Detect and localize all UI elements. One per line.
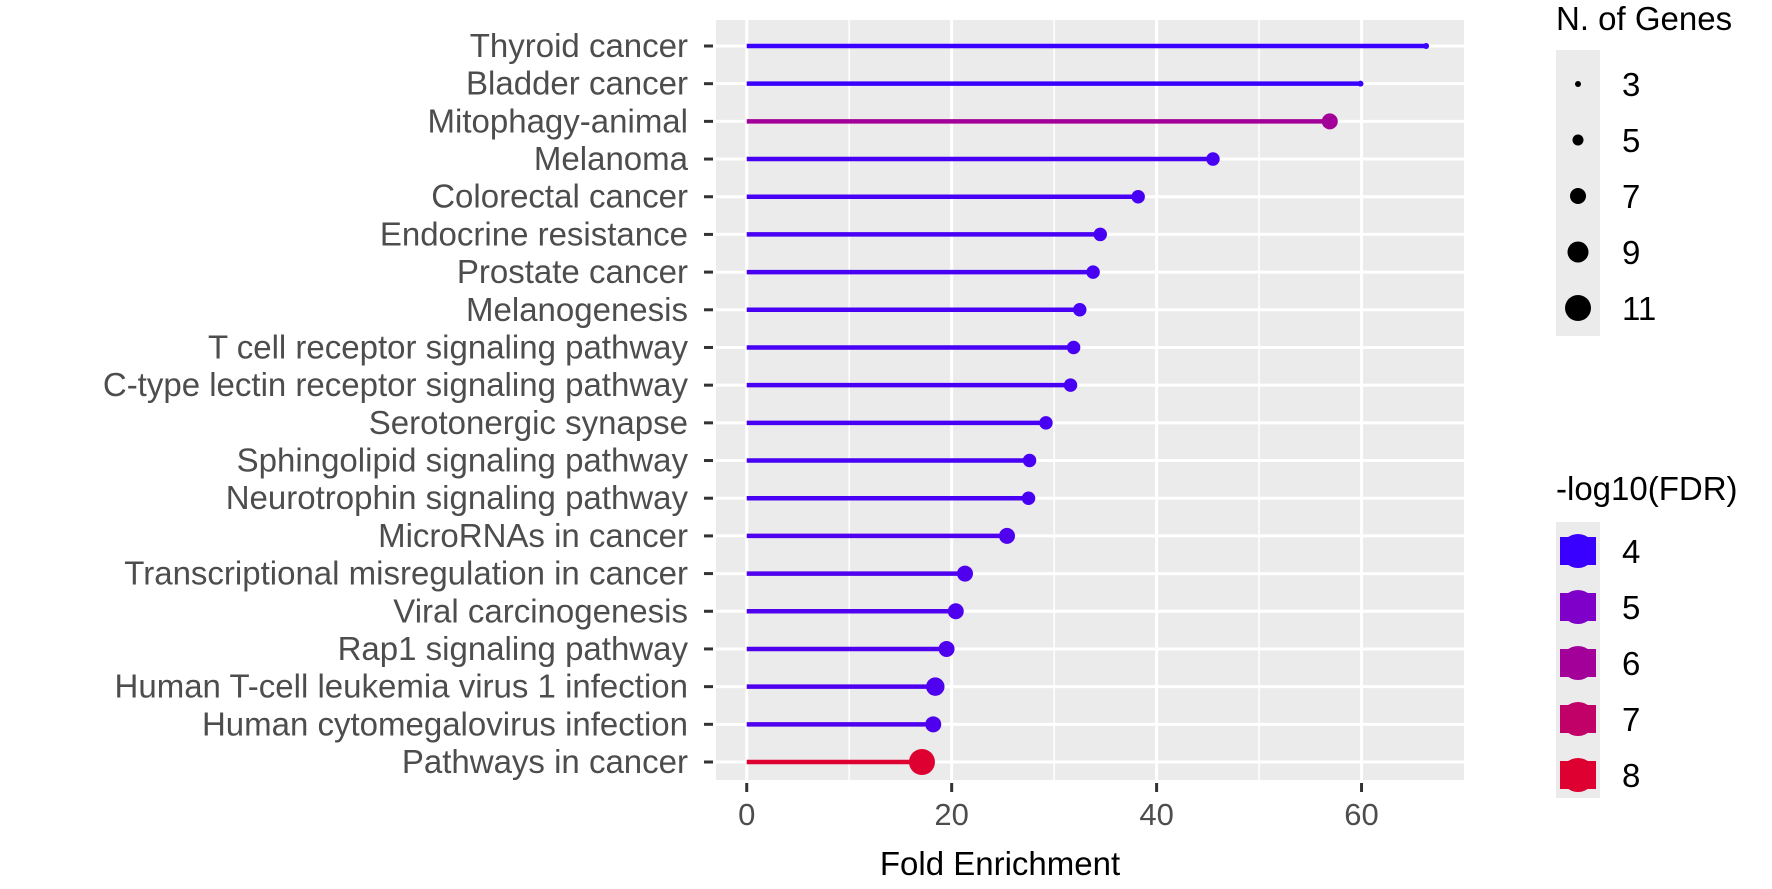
color-legend-label: 8 bbox=[1622, 757, 1640, 794]
color-legend-title: -log10(FDR) bbox=[1556, 470, 1738, 507]
lollipop-point bbox=[1086, 265, 1100, 279]
plot-panel bbox=[716, 20, 1464, 780]
size-legend: N. of Genes 3 5 7 9 11 bbox=[1556, 0, 1732, 336]
y-tick-label: Thyroid cancer bbox=[470, 27, 688, 64]
lollipop-points bbox=[908, 43, 1430, 775]
size-legend-title: N. of Genes bbox=[1556, 0, 1732, 37]
y-tick-label: Pathways in cancer bbox=[402, 743, 688, 780]
lollipop-point bbox=[999, 527, 1016, 544]
lollipop-point bbox=[1021, 491, 1036, 505]
size-legend-key bbox=[1567, 241, 1589, 263]
y-tick-label: Colorectal cancer bbox=[431, 178, 688, 215]
color-legend-label: 6 bbox=[1622, 645, 1640, 682]
y-tick-label: Neurotrophin signaling pathway bbox=[226, 479, 689, 516]
color-legend-label: 7 bbox=[1622, 701, 1640, 738]
y-tick-label: Serotonergic synapse bbox=[369, 404, 688, 441]
size-legend-key bbox=[1570, 188, 1586, 204]
lollipop-point bbox=[938, 640, 955, 657]
lollipop-point bbox=[1073, 303, 1087, 317]
y-tick-label: Melanoma bbox=[534, 140, 689, 177]
y-tick-label: Human cytomegalovirus infection bbox=[202, 705, 688, 742]
lollipop-point bbox=[1093, 227, 1107, 242]
lollipop-point bbox=[925, 716, 942, 733]
y-tick-label: Sphingolipid signaling pathway bbox=[237, 442, 689, 479]
color-legend-key bbox=[1561, 646, 1595, 680]
color-legend: -log10(FDR) 4 5 6 7 8 bbox=[1556, 470, 1738, 798]
lollipop-point bbox=[1423, 43, 1430, 49]
lollipop-point bbox=[1063, 378, 1078, 392]
y-tick-label: Bladder cancer bbox=[466, 65, 688, 102]
x-tick-label: 40 bbox=[1139, 797, 1173, 832]
y-tick-label: Transcriptional misregulation in cancer bbox=[124, 555, 688, 592]
lollipop-point bbox=[1066, 340, 1081, 355]
panel-background bbox=[716, 20, 1464, 780]
size-legend-label: 7 bbox=[1622, 178, 1640, 215]
lollipop-point bbox=[1022, 453, 1037, 468]
size-legend-label: 5 bbox=[1622, 122, 1640, 159]
lollipop-point bbox=[908, 749, 935, 775]
color-legend-key bbox=[1561, 534, 1595, 568]
y-tick-label: C-type lectin receptor signaling pathway bbox=[103, 366, 689, 403]
x-axis: 0 20 40 60 bbox=[738, 783, 1379, 832]
y-tick-label: Prostate cancer bbox=[457, 253, 688, 290]
lollipop-point bbox=[1357, 80, 1364, 87]
lollipop-point bbox=[1321, 113, 1338, 130]
lollipop-point bbox=[947, 603, 964, 620]
x-tick-label: 60 bbox=[1344, 797, 1378, 832]
y-tick-label: Melanogenesis bbox=[466, 291, 688, 328]
color-legend-key bbox=[1561, 590, 1595, 624]
lollipop-point bbox=[1039, 416, 1053, 430]
x-tick-label: 20 bbox=[934, 797, 968, 832]
x-axis-title: Fold Enrichment bbox=[880, 845, 1120, 882]
color-legend-key bbox=[1561, 702, 1595, 736]
lollipop-point bbox=[1131, 189, 1145, 204]
y-tick-label: Human T-cell leukemia virus 1 infection bbox=[115, 668, 688, 705]
lollipop-point bbox=[926, 677, 945, 696]
y-tick-label: MicroRNAs in cancer bbox=[378, 517, 688, 554]
y-tick-label: Mitophagy-animal bbox=[428, 102, 688, 139]
color-legend-label: 4 bbox=[1622, 533, 1640, 570]
size-legend-label: 9 bbox=[1622, 234, 1640, 271]
x-tick-label: 0 bbox=[738, 797, 755, 832]
size-legend-key bbox=[1575, 81, 1581, 87]
color-legend-label: 5 bbox=[1622, 589, 1640, 626]
size-legend-key bbox=[1572, 134, 1584, 146]
lollipop-point bbox=[956, 565, 973, 582]
y-tick-label: Rap1 signaling pathway bbox=[338, 630, 689, 667]
color-legend-key bbox=[1561, 758, 1595, 792]
size-legend-label: 3 bbox=[1622, 66, 1640, 103]
lollipop-stems bbox=[746, 43, 1427, 765]
size-legend-label: 11 bbox=[1622, 290, 1656, 327]
y-tick-label: Endocrine resistance bbox=[380, 215, 688, 252]
size-legend-key bbox=[1565, 295, 1591, 321]
y-tick-label: T cell receptor signaling pathway bbox=[208, 328, 688, 365]
y-tick-label: Viral carcinogenesis bbox=[393, 592, 688, 629]
lollipop-point bbox=[1206, 152, 1220, 166]
